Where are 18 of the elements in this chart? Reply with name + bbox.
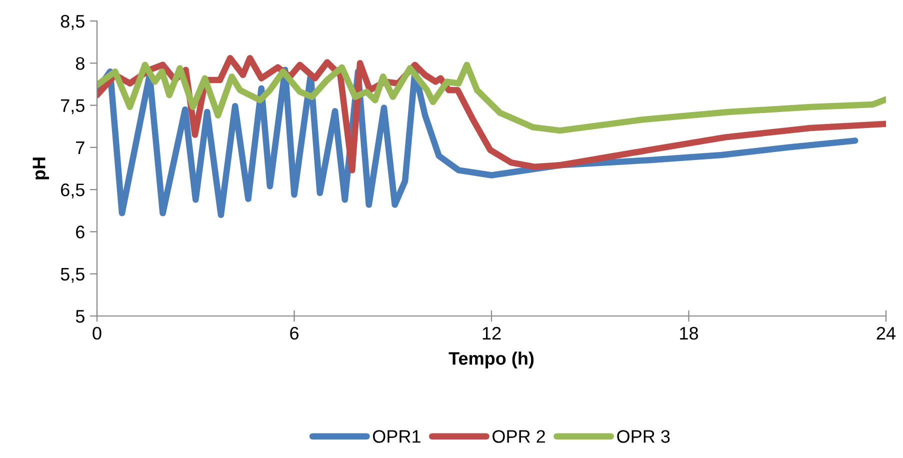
y-tick-label: 7,5 xyxy=(61,99,84,114)
y-tick-label: 6 xyxy=(76,226,84,238)
y-tick-label: 7 xyxy=(76,142,84,154)
y-tick-label: 8 xyxy=(76,57,84,70)
y-tick-label: 5 xyxy=(76,310,84,323)
x-tick-label: 6 xyxy=(290,326,298,340)
y-tick-label: 5,5 xyxy=(60,268,84,283)
x-tick-label: 18 xyxy=(680,326,698,340)
x-tick-label: 0 xyxy=(92,326,102,340)
x-tick-label: 24 xyxy=(876,326,896,340)
y-axis-title: pH xyxy=(32,158,49,180)
legend-label: OPR 2 xyxy=(492,430,545,443)
y-tick-label: 8,5 xyxy=(60,14,84,30)
legend-label: OPR1 xyxy=(372,430,420,443)
x-axis-title: Tempo (h) xyxy=(448,352,534,368)
y-tick-label: 6,5 xyxy=(61,184,84,198)
legend-label: OPR 3 xyxy=(617,430,670,443)
x-tick-label: 12 xyxy=(482,326,501,340)
